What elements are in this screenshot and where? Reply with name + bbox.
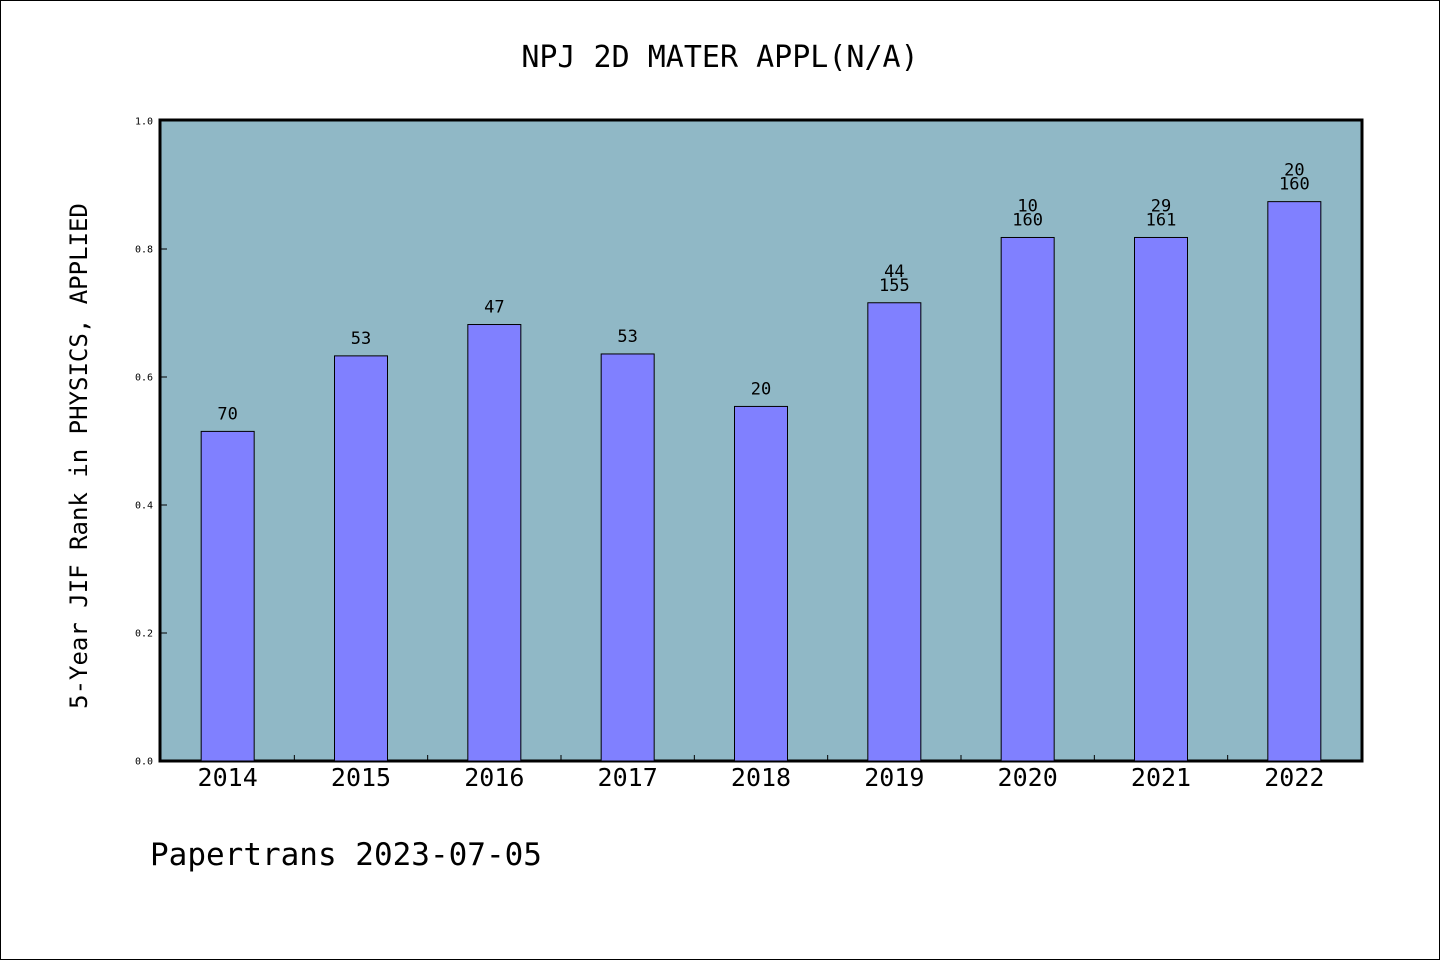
data-label: 53: [351, 329, 371, 349]
data-label: 20: [751, 379, 771, 399]
x-tick-label: 2015: [331, 763, 391, 792]
data-label: 20: [1284, 161, 1304, 181]
bar-2017: [600, 353, 655, 762]
bar-2014: [200, 430, 255, 762]
y-tick-label: 0.8: [135, 245, 153, 256]
data-label: 70: [217, 404, 237, 424]
data-label: 160: [1279, 175, 1310, 195]
y-tick-label: 0.0: [135, 757, 153, 768]
x-tick-label: 2021: [1131, 763, 1191, 792]
bar-2016: [467, 324, 522, 762]
bar-2018: [734, 405, 788, 762]
x-tick-label: 2022: [1264, 763, 1324, 792]
data-label: 53: [617, 327, 637, 347]
bar-2022: [1267, 201, 1322, 762]
x-tick-label: 2018: [731, 763, 791, 792]
x-tick-label: 2017: [598, 763, 658, 792]
x-tick-label: 2020: [998, 763, 1058, 792]
bar-2020: [1000, 236, 1055, 762]
data-label: 44: [884, 262, 904, 282]
y-axis-label: 5-Year JIF Rank in PHYSICS, APPLIED: [65, 203, 93, 709]
bar-2015: [334, 355, 388, 762]
y-tick-label: 0.6: [135, 373, 153, 384]
data-label: 160: [1012, 210, 1043, 230]
data-label: 161: [1146, 210, 1177, 230]
data-label: 47: [484, 298, 504, 318]
bar-2019: [867, 302, 922, 762]
data-label: 29: [1151, 196, 1171, 216]
data-label: 10: [1017, 196, 1037, 216]
y-tick-label: 0.2: [135, 629, 153, 640]
x-tick-label: 2019: [864, 763, 924, 792]
data-label: 155: [879, 276, 910, 296]
chart-title: NPJ 2D MATER APPL(N/A): [521, 40, 918, 75]
y-tick-label: 0.4: [135, 501, 153, 512]
y-tick-label: 1.0: [135, 117, 153, 128]
footer-text: Papertrans 2023-07-05: [150, 837, 542, 873]
bar-2021: [1134, 236, 1188, 762]
x-tick-label: 2014: [198, 763, 258, 792]
x-tick-label: 2016: [464, 763, 524, 792]
